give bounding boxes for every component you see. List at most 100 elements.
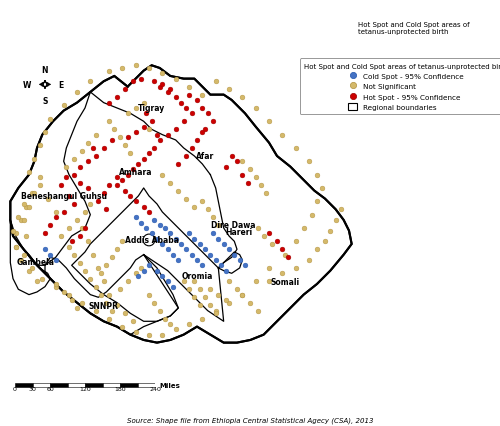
Point [118, 323, 126, 330]
Point [278, 246, 286, 253]
Point [41, 230, 49, 237]
Point [217, 262, 225, 269]
Point [132, 199, 140, 205]
Point [20, 217, 28, 224]
Point [172, 326, 179, 333]
Text: 240: 240 [149, 386, 161, 391]
Point [145, 127, 153, 133]
Point [12, 244, 20, 250]
Point [113, 175, 121, 181]
Bar [32, 383, 50, 387]
Point [308, 212, 316, 219]
Point [20, 252, 28, 259]
Bar [15, 383, 32, 387]
Point [222, 297, 230, 304]
Point [118, 177, 126, 184]
Point [28, 265, 36, 272]
Point [313, 172, 321, 178]
Point [145, 65, 153, 72]
Point [164, 278, 172, 285]
Point [145, 209, 153, 216]
Point [150, 299, 158, 306]
Point [158, 172, 166, 178]
Point [305, 257, 313, 264]
Point [100, 278, 108, 285]
Point [265, 278, 273, 285]
Bar [50, 383, 68, 387]
Point [105, 118, 113, 125]
Point [201, 246, 209, 253]
Point [134, 273, 142, 280]
Bar [68, 383, 85, 387]
Point [185, 230, 193, 237]
Text: Afar: Afar [196, 152, 214, 161]
Point [156, 222, 164, 229]
Point [150, 145, 158, 152]
Point [145, 150, 153, 157]
Point [214, 291, 222, 298]
Point [174, 257, 182, 264]
Point [97, 291, 105, 298]
Point [70, 252, 78, 259]
Point [140, 124, 147, 131]
Text: Hareri: Hareri [225, 227, 252, 236]
Point [265, 118, 273, 125]
Text: SNNPR: SNNPR [88, 301, 118, 310]
Point [129, 79, 137, 86]
Point [124, 111, 132, 118]
Point [124, 135, 132, 141]
Text: Source: Shape file from Ethiopia Central Statistical Agecy (CSA), 2013: Source: Shape file from Ethiopia Central… [127, 417, 373, 423]
Point [212, 308, 220, 314]
Point [220, 241, 228, 248]
Point [46, 222, 54, 229]
Text: S: S [42, 97, 48, 106]
Point [132, 129, 140, 136]
Point [81, 268, 89, 274]
Point [46, 116, 54, 123]
Point [198, 105, 206, 112]
Point [86, 201, 94, 208]
Point [78, 299, 86, 306]
Point [180, 278, 188, 285]
Point [65, 225, 73, 232]
Text: Tigray: Tigray [138, 104, 166, 113]
Point [25, 268, 33, 274]
Point [126, 193, 134, 200]
Point [12, 230, 20, 237]
Point [105, 182, 113, 189]
Point [206, 286, 214, 293]
Point [137, 76, 145, 83]
Point [129, 167, 137, 173]
Point [30, 190, 38, 197]
Point [86, 276, 94, 282]
Point [142, 111, 150, 118]
Point [262, 190, 270, 197]
Point [153, 236, 161, 242]
Point [76, 164, 84, 171]
Point [172, 236, 179, 242]
Bar [85, 383, 102, 387]
Point [92, 132, 100, 139]
Bar [138, 383, 155, 387]
Point [246, 299, 254, 306]
Point [73, 89, 81, 96]
Point [185, 321, 193, 328]
Point [105, 291, 113, 298]
Point [92, 308, 100, 314]
Text: 120: 120 [79, 386, 91, 391]
Point [238, 95, 246, 101]
Point [62, 175, 70, 181]
Point [265, 230, 273, 237]
Text: N: N [42, 66, 48, 75]
Text: 0: 0 [13, 386, 17, 391]
Point [108, 137, 116, 144]
Text: Amhara: Amhara [119, 168, 152, 177]
Point [57, 182, 65, 189]
Point [57, 233, 65, 240]
Point [52, 209, 60, 216]
Point [241, 262, 249, 269]
Point [36, 182, 44, 189]
Point [198, 92, 206, 99]
Point [252, 175, 260, 181]
Point [193, 137, 201, 144]
